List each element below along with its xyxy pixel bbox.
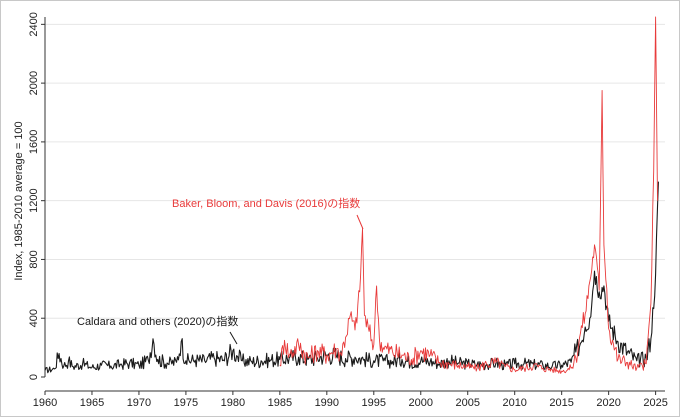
annotation-arrow-caldara-others (229, 331, 238, 345)
x-tick-label-1975: 1975 (174, 397, 198, 409)
x-tick-label-2010: 2010 (502, 397, 526, 409)
x-tick-label-1990: 1990 (315, 397, 339, 409)
annotation-baker-bloom-davis: Baker, Bloom, and Davis (2016)の指数 (172, 196, 360, 210)
x-tick-label-2005: 2005 (455, 397, 479, 409)
y-tick-label-1600: 1600 (28, 130, 40, 154)
y-axis-label: Index, 1985-2010 average = 100 (13, 121, 25, 280)
annotation-caldara-others: Caldara and others (2020)の指数 (77, 314, 238, 328)
y-tick-label-0: 0 (28, 374, 40, 380)
x-tick-label-1995: 1995 (362, 397, 386, 409)
x-tick-label-1965: 1965 (80, 397, 104, 409)
x-tick-label-1985: 1985 (268, 397, 292, 409)
y-tick-label-2000: 2000 (28, 71, 40, 95)
x-tick-label-2025: 2025 (643, 397, 667, 409)
grid-lines (45, 23, 665, 319)
annotation-arrow-baker-bloom-davis (356, 214, 364, 230)
y-tick-label-400: 400 (28, 309, 40, 327)
y-tick-label-2400: 2400 (28, 12, 40, 36)
series-group (44, 16, 659, 374)
y-tick-label-1200: 1200 (28, 188, 40, 212)
x-tick-label-1980: 1980 (221, 397, 245, 409)
series-line-0 (44, 181, 659, 374)
x-tick-label-2015: 2015 (549, 397, 573, 409)
series-line-1 (279, 16, 658, 374)
x-tick-label-2020: 2020 (596, 397, 620, 409)
x-tick-label-1970: 1970 (127, 397, 151, 409)
y-axis-ticks: 0 400 800 1200 1600 2000 2400 (28, 12, 45, 380)
x-tick-label-2000: 2000 (409, 397, 433, 409)
x-tick-label-1960: 1960 (33, 397, 57, 409)
y-tick-label-800: 800 (28, 250, 40, 268)
x-axis-ticks: 1960 1965 1970 1975 1980 1985 1990 1995 2000 2005… (33, 391, 668, 409)
